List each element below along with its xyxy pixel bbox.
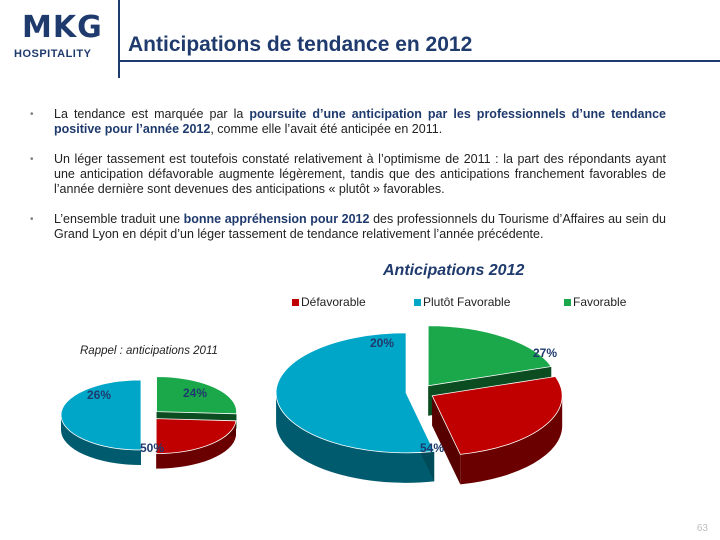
pie-slice-wall — [432, 395, 461, 485]
pie-slice-side — [61, 415, 141, 465]
page-number: 63 — [696, 523, 708, 534]
data-label: 50% — [140, 441, 164, 455]
pie-slice-d-favorable — [155, 418, 237, 455]
pie-slice-side — [460, 395, 563, 485]
pie-slice-favorable — [156, 376, 237, 415]
bullet-item: • La tendance est marquée par la poursui… — [30, 107, 666, 137]
data-label: 24% — [183, 386, 207, 400]
legend-label: Plutôt Favorable — [423, 295, 511, 309]
data-label: 54% — [420, 441, 444, 455]
data-label: 27% — [533, 346, 557, 360]
pie-slice-side — [276, 392, 435, 483]
bullet-text: La tendance est marquée par la — [54, 107, 250, 121]
previous-year-chart-title: Rappel : anticipations 2011 — [80, 345, 218, 357]
chart-title: Anticipations 2012 — [383, 262, 525, 279]
page-title: Anticipations de tendance en 2012 — [128, 33, 473, 56]
pie-slice-d-favorable — [431, 376, 563, 455]
legend-label: Favorable — [573, 295, 627, 309]
legend-item-plutot-favorable: Plutôt Favorable — [414, 295, 510, 309]
bullet-highlight: poursuite d’une anticipation par les pro… — [54, 107, 666, 136]
pie-chart-2012: 20% 27% 54% — [275, 325, 563, 485]
pie-slice-favorable — [427, 325, 552, 387]
legend-item-favorable: Favorable — [564, 295, 626, 309]
bullet-marker-icon: • — [30, 214, 34, 225]
bullet-text-end: des professionnels du Tourisme d’Affaire… — [54, 212, 667, 241]
logo-subtitle: HOSPITALITY — [14, 48, 92, 60]
legend-swatch — [414, 299, 421, 307]
bullet-item: • Un léger tassement est toutefois const… — [30, 152, 666, 197]
legend-swatch — [292, 299, 299, 307]
bullet-marker-icon: • — [30, 154, 34, 165]
header-bar — [118, 0, 720, 78]
bullet-marker-icon: • — [30, 109, 34, 120]
legend-label: Défavorable — [301, 295, 366, 309]
legend-swatch — [564, 299, 571, 307]
pie-slice-plut-t-favorable — [275, 332, 435, 454]
bullet-item: • L’ensemble traduit une bonne appréhens… — [30, 212, 666, 242]
bullet-text-end: , comme elle l’avait été anticipée en 20… — [210, 122, 443, 136]
pie-slice-side — [156, 420, 237, 469]
legend-item-defavorable: Défavorable — [292, 295, 366, 309]
header-divider — [118, 60, 720, 62]
bullet-highlight: bonne appréhension pour 2012 — [183, 212, 370, 226]
data-label: 26% — [87, 388, 111, 402]
pie-chart-2011: 26% 24% 50% — [60, 376, 237, 469]
logo-brand: MKG — [22, 10, 103, 45]
pie-slice-plut-t-favorable — [60, 379, 142, 451]
data-label: 20% — [370, 336, 394, 350]
bullet-list: • La tendance est marquée par la poursui… — [30, 107, 666, 257]
logo: MKG HOSPITALITY — [0, 0, 116, 78]
bullet-text: Un léger tassement est toutefois constat… — [54, 152, 666, 196]
bullet-text: L’ensemble traduit une — [54, 212, 184, 226]
